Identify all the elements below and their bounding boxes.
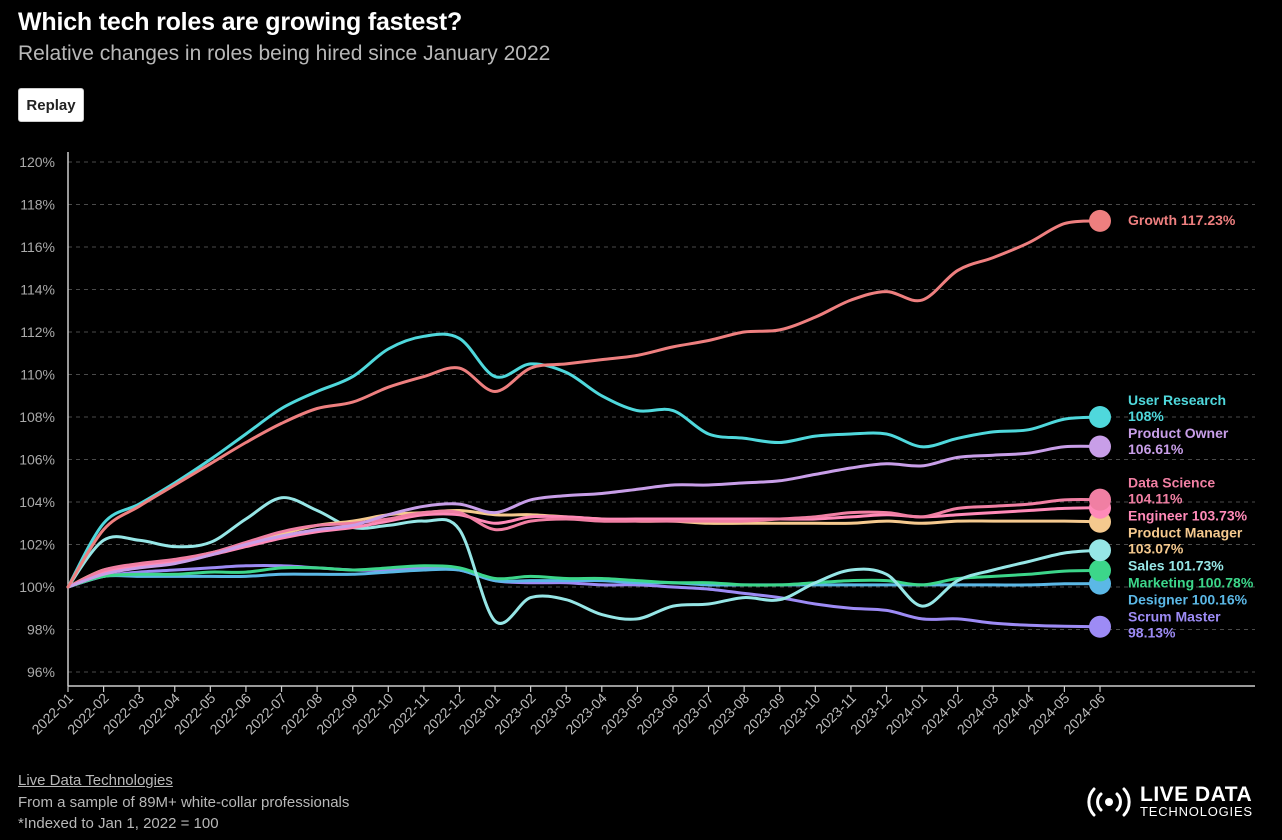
series-label-user-research: User Research [1128, 392, 1226, 408]
series-line-sales [66, 496, 1102, 625]
series-line-data-science [66, 497, 1102, 589]
series-end-dot-user-research [1089, 406, 1111, 428]
series-end-dot-scrum-master [1089, 615, 1111, 638]
sample-note: From a sample of 89M+ white-collar profe… [18, 794, 350, 811]
logo-text-primary: LIVE DATA [1140, 783, 1253, 806]
series-label-product-owner: 106.61% [1128, 441, 1184, 457]
series-label-growth: Growth 117.23% [1128, 212, 1236, 228]
series-end-dot-sales [1089, 539, 1111, 562]
y-tick-label: 108% [19, 409, 55, 425]
chart-subtitle: Relative changes in roles being hired si… [18, 42, 551, 65]
y-tick-label: 110% [20, 367, 55, 383]
series-line-user-research [66, 332, 1102, 589]
y-tick-label: 106% [19, 452, 55, 468]
y-tick-label: 116% [20, 239, 55, 255]
series-label-scrum-master: 98.13% [1128, 625, 1176, 641]
series-label-designer: Designer 100.16% [1128, 592, 1248, 608]
company-logo: LIVE DATA TECHNOLOGIES [1086, 783, 1276, 823]
broadcast-icon [1087, 787, 1131, 817]
y-tick-label: 102% [19, 537, 55, 553]
y-tick-label: 114% [20, 282, 55, 298]
y-tick-label: 104% [19, 494, 55, 510]
series-label-product-manager: Product Manager [1128, 525, 1243, 541]
series-label-product-manager: 103.07% [1128, 541, 1184, 557]
y-tick-label: 96% [27, 664, 55, 680]
series-line-product-owner [66, 444, 1102, 589]
series-end-dot-growth [1089, 209, 1111, 232]
series-label-user-research: 108% [1128, 408, 1164, 424]
replay-button[interactable]: Replay [18, 88, 84, 122]
series-label-scrum-master: Scrum Master [1128, 609, 1221, 625]
series-end-dot-data-science [1089, 488, 1111, 511]
chart-title: Which tech roles are growing fastest? [18, 8, 463, 36]
y-tick-label: 98% [27, 622, 55, 638]
series-line-marketing [66, 564, 1102, 589]
series-label-data-science: 104.11% [1128, 491, 1183, 507]
series-end-dot-marketing [1089, 559, 1111, 582]
series-label-data-science: Data Science [1128, 475, 1215, 491]
y-tick-label: 112% [20, 324, 55, 340]
y-tick-label: 100% [19, 579, 55, 595]
series-line-growth [66, 219, 1102, 589]
series-label-sales: Sales 101.73% [1128, 558, 1224, 574]
series-label-marketing: Marketing 100.78% [1128, 575, 1254, 591]
y-tick-label: 120% [19, 154, 55, 170]
series-line-scrum-master [66, 564, 1102, 629]
logo-text-secondary: TECHNOLOGIES [1140, 804, 1253, 819]
source-link[interactable]: Live Data Technologies [18, 772, 173, 789]
series-end-dot-product-owner [1089, 435, 1111, 458]
series-label-engineer: Engineer 103.73% [1128, 508, 1248, 524]
y-tick-label: 118% [20, 197, 55, 213]
index-note: *Indexed to Jan 1, 2022 = 100 [18, 815, 219, 832]
series-label-product-owner: Product Owner [1128, 425, 1229, 441]
line-chart: 96% 98% 100% 102% 104% 106% 108% 110% 112% 114% 11… [19, 152, 1255, 737]
